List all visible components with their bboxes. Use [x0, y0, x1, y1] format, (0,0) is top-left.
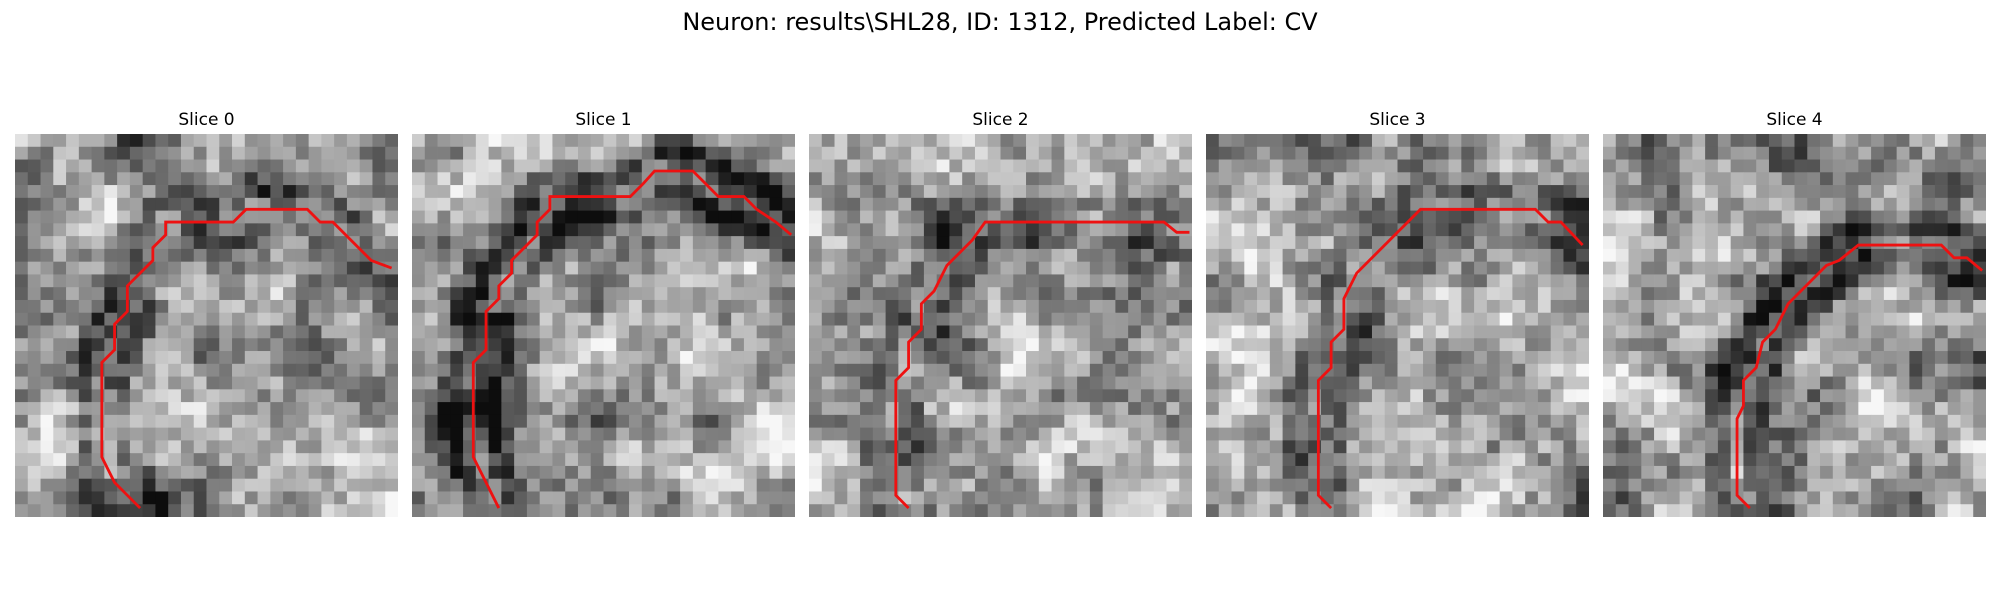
slice-image-1: [412, 134, 795, 517]
cell-contour-line: [100, 207, 393, 510]
slice-image-4: [1603, 134, 1986, 517]
slice-title-1: Slice 1: [575, 110, 632, 130]
slice-panel-2: Slice 2: [809, 110, 1192, 520]
slice-panel-3: Slice 3: [1206, 110, 1589, 520]
cell-contour-line: [894, 220, 1190, 510]
slice-title-3: Slice 3: [1369, 110, 1426, 130]
slice-panel-1: Slice 1: [412, 110, 795, 520]
micrograph-tiles: [809, 134, 1192, 517]
slice-title-2: Slice 2: [972, 110, 1029, 130]
slice-image-3: [1206, 134, 1589, 517]
slice-image-2: [809, 134, 1192, 517]
figure-title: Neuron: results\SHL28, ID: 1312, Predict…: [682, 8, 1318, 36]
cell-contour-line: [1316, 207, 1584, 510]
micrograph-tiles: [1603, 134, 1986, 517]
cell-contour-line: [471, 169, 793, 509]
micrograph-tiles: [412, 134, 795, 517]
micrograph-tiles: [15, 134, 398, 517]
slice-panel-0: Slice 0: [15, 110, 398, 520]
slice-image-0: [15, 134, 398, 517]
cell-contour-line: [1735, 243, 1984, 510]
slice-title-4: Slice 4: [1766, 110, 1823, 130]
slice-panel-4: Slice 4: [1603, 110, 1986, 520]
micrograph-tiles: [1206, 134, 1589, 517]
slice-title-0: Slice 0: [178, 110, 235, 130]
